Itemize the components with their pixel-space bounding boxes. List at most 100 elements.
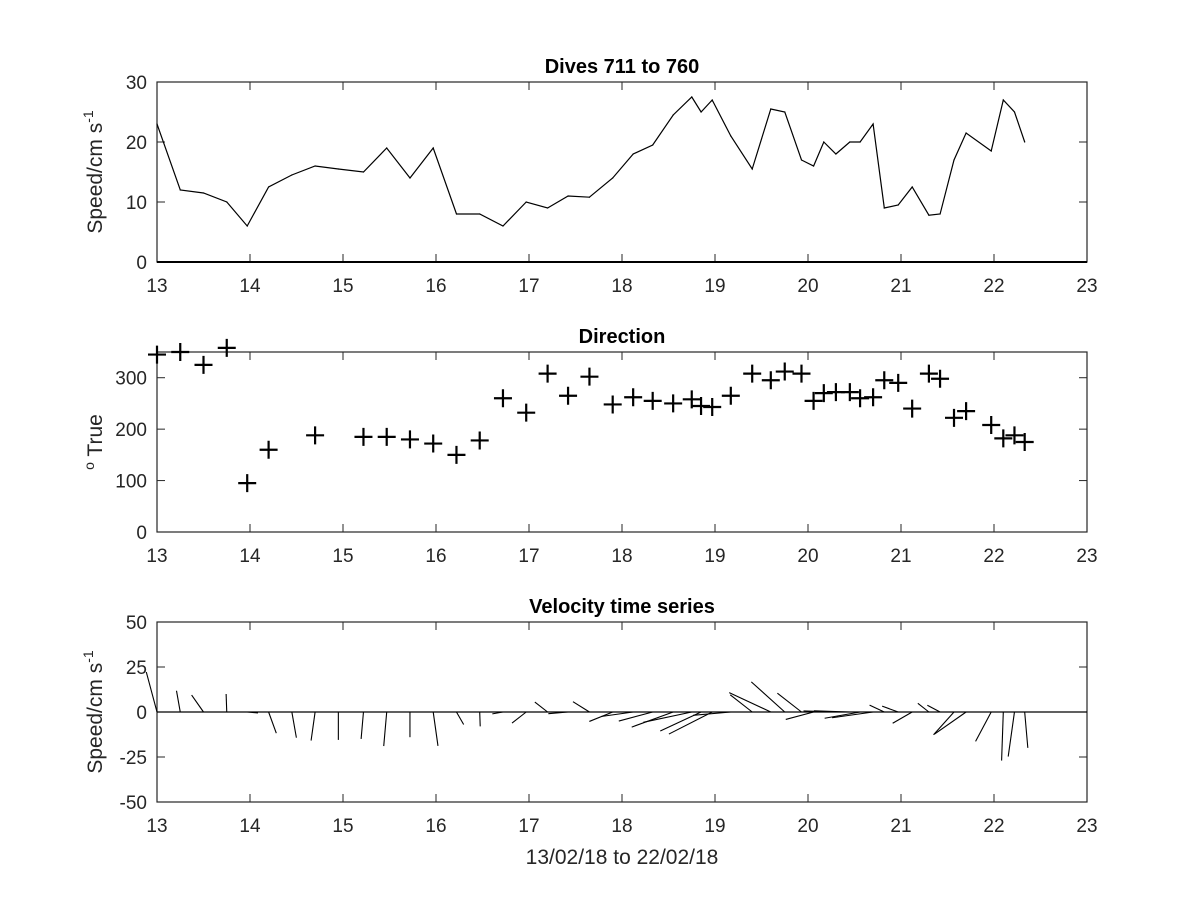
x-tick-label: 13 [146,816,167,837]
direction-marker [945,408,964,427]
speed-point [409,177,411,179]
y-axis-label-main: True [84,414,107,462]
speed-point [246,225,248,227]
speed-point [432,147,434,149]
velocity-stick [728,692,772,713]
x-tick-label: 22 [983,816,1004,837]
direction-marker [743,364,762,383]
speed-point [337,168,339,170]
direction-marker [424,434,443,453]
direction-marker [559,386,578,405]
direction-marker [994,429,1013,448]
speed-point [1002,99,1004,101]
x-tick-label: 23 [1076,816,1097,837]
speed-point [179,189,181,191]
velocity-stick [881,705,899,713]
y-axis-label: Speed/cm s-1 [80,650,107,774]
plot-frame [156,81,1088,263]
x-tick-label: 22 [983,546,1004,567]
velocity-stick [572,701,590,713]
x-tick-label: 16 [425,546,446,567]
speed-point [588,196,591,198]
direction-marker [470,431,489,450]
y-tick-label: 20 [126,133,147,154]
speed-point [291,174,293,176]
speed-point [883,207,885,209]
speed-point [800,159,803,161]
direction-marker [1005,426,1024,445]
x-tick-label: 21 [890,276,911,297]
speed-point [455,213,458,215]
direction-marker [919,364,938,383]
velocity-stick [643,711,692,723]
speed-point [1013,111,1016,113]
y-axis-label: Speed/cm s-1 [80,110,107,234]
direction-marker [217,338,236,357]
speed-point [751,168,753,170]
velocity-stick [191,694,204,713]
velocity-stick [492,711,504,715]
chart-title: Dives 711 to 760 [545,56,700,78]
velocity-stick [1001,711,1004,761]
direction-marker [931,369,950,388]
direction-marker [259,440,278,459]
x-tick-label: 15 [332,546,353,567]
speed-point [386,147,388,149]
x-tick-label: 14 [239,816,261,837]
speed-point [547,207,549,209]
x-tick-label: 15 [332,276,353,297]
x-tick-label: 18 [611,276,632,297]
speed-point [835,153,837,155]
velocity-stick [892,711,913,724]
velocity-stick [145,671,158,713]
velocity-stick [777,692,802,713]
x-tick-label: 16 [425,276,446,297]
y-tick-label: 30 [126,73,147,94]
speed-point [770,108,772,110]
direction-marker [377,427,396,446]
x-tick-label: 14 [239,546,261,567]
y-tick-label: 100 [115,472,147,493]
y-tick-label: 25 [126,658,147,679]
direction-marker [875,371,894,390]
speed-point [156,123,158,125]
velocity-stick [927,704,941,713]
direction-marker [148,345,166,364]
speed-point [632,153,634,155]
y-tick-label: -50 [120,793,147,814]
direction-marker [804,391,823,410]
direction-marker [957,402,976,421]
x-tick-label: 19 [704,546,725,567]
direction-marker [603,395,622,414]
x-tick-label: 18 [611,816,632,837]
velocity-stick [1007,711,1016,757]
y-tick-label: 0 [136,253,147,274]
speed-point [730,135,732,137]
x-tick-label: 17 [518,546,539,567]
speed-point [939,213,941,215]
speed-point [990,150,992,152]
direction-marker [864,388,883,407]
velocity-stick [869,704,885,713]
x-tick-label: 18 [611,546,632,567]
speed-point [202,192,205,194]
speed-point [928,214,930,216]
velocity-stick [618,711,653,722]
direction-marker [889,373,908,392]
panel-3: 13 14 15 16 17 18 19 20 21 22 23 -50 -25 0 25 50 Velocit… [80,596,1098,869]
speed-point [953,159,955,161]
direction-marker [306,426,325,445]
y-axis-label-main: Speed/cm s [84,663,107,774]
velocity-stick [589,711,613,722]
x-tick-label: 23 [1076,276,1097,297]
x-tick-label: 19 [704,276,725,297]
x-tick-label: 21 [890,816,911,837]
y-axis-label-main: Speed/cm s [84,123,107,234]
direction-marker [643,391,662,410]
y-tick-label: 200 [115,420,147,441]
speed-point [226,201,228,203]
direction-marker [538,364,557,383]
speed-point [479,213,481,215]
direction-marker [493,389,512,408]
